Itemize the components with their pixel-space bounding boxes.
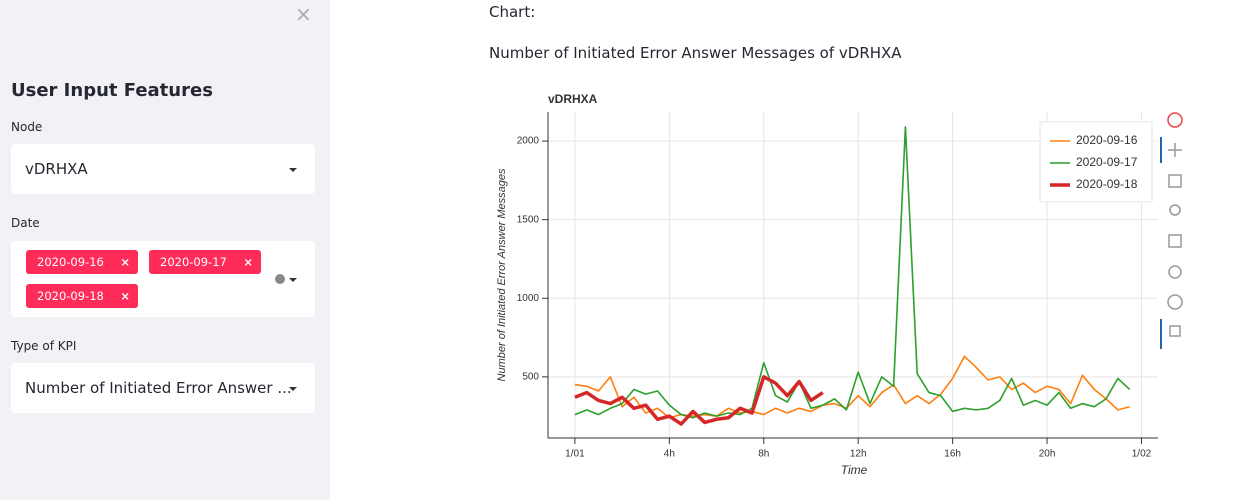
line (574, 126, 1131, 419)
close-button[interactable]: × (295, 2, 312, 26)
line (574, 375, 824, 426)
heading: Chart: (489, 3, 536, 21)
legend-box (1039, 121, 1153, 203)
chart-title: vDRHXA (548, 92, 598, 106)
x-tick-label: 12h (850, 449, 867, 460)
sidebar-title: User Input Features (11, 80, 213, 101)
tool-save[interactable] (1168, 234, 1182, 248)
date-tag[interactable]: 2020-09-17 × (149, 250, 261, 274)
tool-help[interactable] (1167, 294, 1183, 310)
y-tick-label: 2000 (517, 136, 540, 147)
chart: vDRHXA Time Number of Initiated Error An… (496, 92, 1183, 477)
date-tag-text: 2020-09-18 (37, 289, 104, 303)
date-select[interactable]: 2020-09-16 × 2020-09-17 × 2020-09-18 × (11, 241, 315, 317)
caret (289, 168, 297, 172)
toolbar (1160, 112, 1183, 349)
date-tag-text: 2020-09-17 (160, 255, 227, 269)
date-tag[interactable]: 2020-09-18 × (26, 284, 138, 308)
legend-label: 2020-09-18 (1076, 177, 1138, 191)
tool-wheel[interactable] (1169, 204, 1181, 216)
y-tick-label: 1500 (517, 214, 540, 225)
date-tag-text: 2020-09-16 (37, 255, 104, 269)
x-tick-label: 16h (944, 449, 961, 460)
caret (289, 387, 297, 391)
x-tick-label: 8h (758, 449, 769, 460)
y-axis-label: Number of Initiated Error Answer Message… (496, 168, 508, 381)
node-value: vDRHXA (25, 160, 88, 178)
x-tick-label: 1/02 (1132, 449, 1152, 460)
kpi-label: Type of KPI (11, 339, 77, 353)
legend-label: 2020-09-16 (1076, 133, 1138, 147)
x-tick-label: 20h (1039, 449, 1056, 460)
y-tick-label: 500 (522, 371, 539, 382)
tool-pan[interactable] (1168, 143, 1182, 157)
date-label: Date (11, 216, 40, 230)
kpi-value: Number of Initiated Error Answer ... (25, 379, 292, 397)
tool-hover[interactable] (1169, 325, 1181, 337)
node-label: Node (11, 120, 43, 134)
caret (289, 278, 297, 282)
legend-label: 2020-09-17 (1076, 155, 1138, 169)
tool-active (1160, 319, 1162, 349)
x-axis-label: Time (841, 463, 868, 477)
y-tick-label: 1000 (517, 293, 540, 304)
line (574, 355, 1130, 419)
sidebar: × User Input Features Node vDRHXA Date 2… (0, 0, 330, 500)
bokeh-logo[interactable] (1167, 112, 1183, 128)
date-tag[interactable]: 2020-09-16 × (26, 250, 138, 274)
x-tick-label: 1/01 (565, 449, 585, 460)
chart-heading: Number of Initiated Error Answer Message… (489, 44, 902, 62)
tool-reset[interactable] (1168, 265, 1182, 279)
kpi-select[interactable]: Number of Initiated Error Answer ... (11, 363, 315, 413)
x-tick-label: 4h (664, 449, 675, 460)
clear-icon[interactable] (275, 274, 285, 284)
tool-zoom[interactable] (1168, 174, 1182, 188)
tool-active (1160, 137, 1162, 163)
node-select[interactable]: vDRHXA (11, 144, 315, 194)
